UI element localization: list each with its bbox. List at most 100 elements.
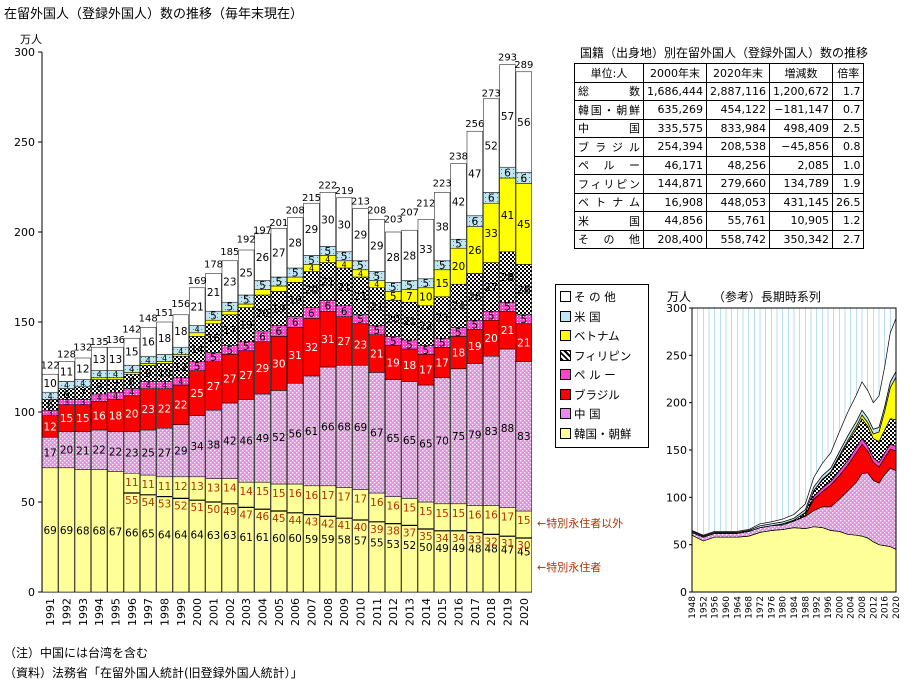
data-label: 20 [452, 261, 465, 273]
data-label: 5 [390, 336, 397, 348]
table-cell: 1.9 [831, 174, 865, 194]
data-label: 30 [272, 358, 285, 370]
data-label: 63 [207, 530, 220, 542]
non-special-label: 15 [403, 502, 416, 514]
table-row: 総 数 1,686,444 2,887,116 1,200,672 1.7 [574, 81, 865, 101]
x-tick-label: 2004 [847, 596, 857, 619]
data-label: 52 [272, 432, 285, 444]
data-label: 5 [504, 302, 511, 314]
total-label: 185 [220, 247, 239, 258]
data-label: 20 [305, 284, 318, 296]
special-permanent-label: 53 [158, 499, 171, 511]
x-tick-label: 1956 [711, 596, 721, 619]
table-row-label: 総 数 [574, 81, 644, 101]
data-label: 10 [43, 378, 56, 390]
special-permanent-label: 31 [501, 538, 514, 550]
data-label: 17 [43, 447, 56, 459]
x-tick-label: 1997 [142, 598, 155, 626]
legend-item: フィリピン [560, 347, 631, 365]
data-label: 31 [288, 350, 301, 362]
non-special-label: 16 [288, 488, 302, 500]
y-tick-label: 250 [14, 136, 35, 149]
data-label: 28 [517, 284, 530, 296]
data-label: 45 [517, 546, 530, 558]
data-label: 64 [174, 529, 188, 541]
data-label: 11 [60, 366, 73, 378]
bar-segment [303, 202, 320, 256]
data-label: 22 [174, 400, 187, 412]
data-label: 15 [60, 413, 73, 425]
data-label: 83 [517, 431, 530, 443]
data-label: 3 [64, 398, 69, 407]
table-cell: 44,856 [643, 211, 707, 231]
non-special-label: 15 [517, 515, 530, 527]
x-tick-label: 2005 [273, 598, 286, 626]
special-permanent-label: 34 [435, 533, 449, 545]
data-label: 65 [141, 528, 154, 540]
total-label: 169 [188, 276, 207, 287]
plot-frame [691, 307, 897, 593]
data-label: 49 [452, 543, 465, 555]
data-label: 10 [158, 367, 171, 379]
x-tick-label: 2004 [257, 598, 270, 626]
table-cell: 16,908 [643, 192, 707, 212]
total-label: 208 [367, 206, 386, 217]
table-row: ベトナム 16,908 448,053 431,145 26.5 [574, 192, 865, 212]
non-special-label: 16 [305, 490, 319, 502]
bar-segment [287, 217, 304, 269]
bar-segment [319, 192, 336, 247]
y-tick-label: 200 [14, 226, 35, 239]
data-label: 5 [275, 276, 282, 288]
data-label: 4 [162, 354, 167, 363]
table-row-label: ペ ル ー [574, 155, 644, 175]
table-cell: 46,171 [643, 155, 707, 175]
data-label: 17 [223, 325, 236, 337]
data-label: 4 [325, 255, 330, 264]
total-label: 136 [106, 335, 125, 346]
legend-item: 米 国 [560, 308, 601, 326]
data-label: 10 [419, 292, 432, 304]
data-label: 65 [386, 433, 399, 445]
bar-segment [91, 346, 108, 371]
special-permanent-label: 51 [190, 502, 203, 514]
data-label: 18 [403, 360, 416, 372]
y-tick-label: 300 [14, 46, 35, 59]
data-label: 5 [406, 280, 413, 292]
x-tick-label: 2010 [355, 598, 368, 626]
data-label: 18 [174, 326, 187, 338]
x-tick-label: 1992 [813, 596, 823, 619]
data-label: 42 [223, 436, 236, 448]
non-special-label: 13 [190, 481, 203, 493]
table-cell: 0.8 [831, 137, 865, 157]
total-label: 128 [57, 350, 76, 361]
data-label: 57 [501, 111, 514, 123]
data-label: 5 [357, 260, 364, 272]
data-label: 4 [195, 325, 200, 334]
table-row: ペ ル ー 46,171 48,256 2,085 1.0 [574, 155, 865, 175]
non-special-label: 13 [207, 483, 220, 495]
data-label: 17 [419, 365, 432, 377]
data-label: 6 [341, 306, 348, 318]
data-label: 59 [321, 534, 334, 546]
legend-swatch [560, 349, 571, 361]
data-label: 21 [207, 287, 220, 299]
data-label: 27 [239, 370, 252, 382]
table-cell: 0.7 [831, 100, 865, 120]
x-tick-label: 2008 [322, 598, 335, 626]
non-special-label: 15 [256, 486, 269, 498]
total-label: 132 [73, 342, 92, 353]
total-label: 293 [498, 53, 517, 64]
data-label: 65 [419, 438, 432, 450]
table-cell: 2.5 [831, 118, 865, 138]
special-permanent-label: 34 [452, 533, 466, 545]
bar-segment [368, 219, 385, 272]
table-cell: 134,789 [768, 174, 833, 194]
bar-segment [352, 208, 369, 262]
data-label: 6 [471, 216, 478, 228]
data-label: 31 [321, 334, 334, 346]
data-label: 5 [308, 255, 315, 267]
data-label: 9 [145, 368, 152, 380]
data-label: 12 [43, 421, 56, 433]
data-label: 49 [435, 543, 448, 555]
